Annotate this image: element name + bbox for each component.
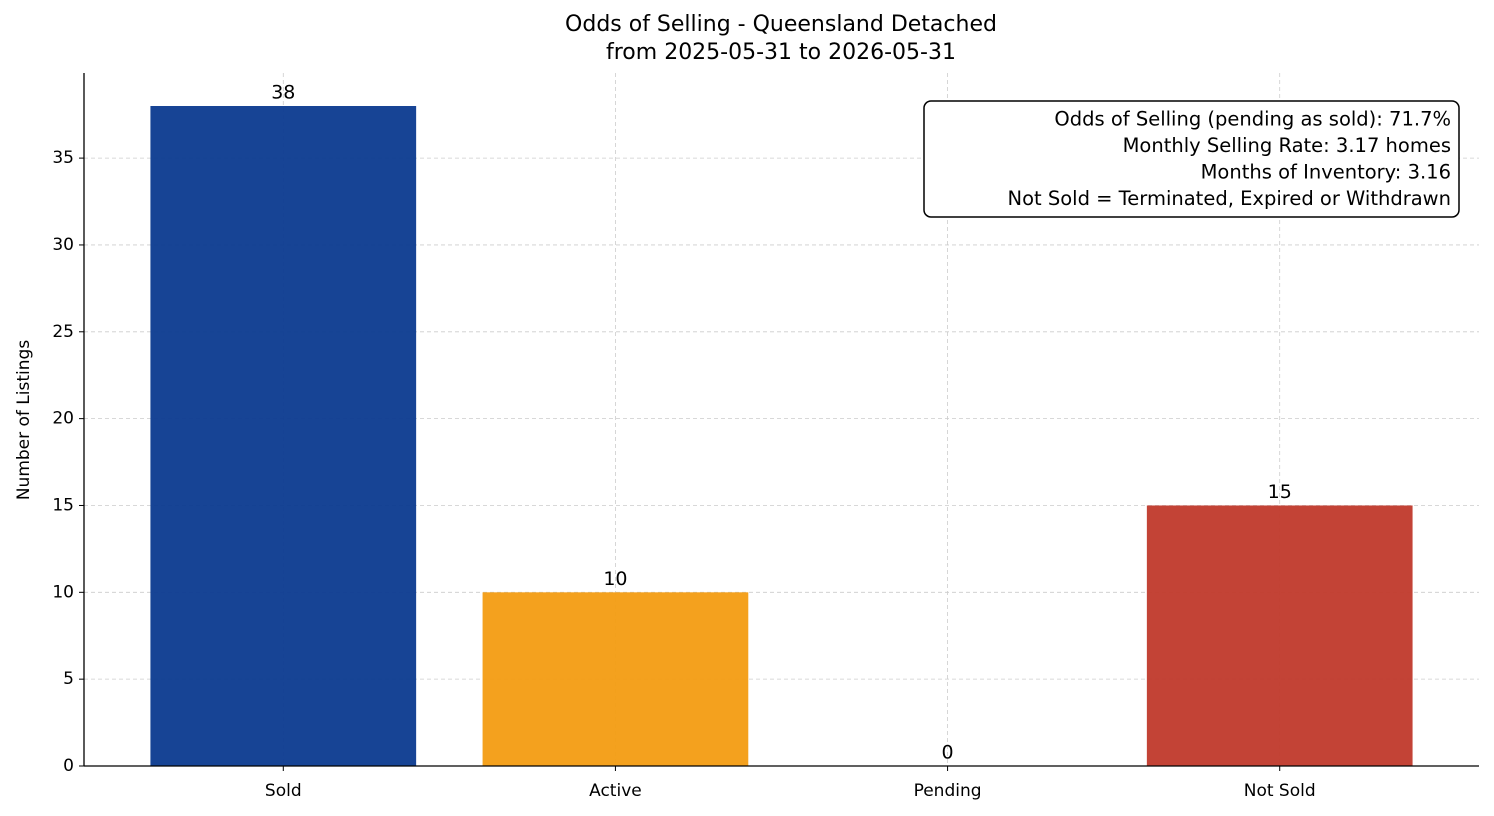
y-tick-label: 5 xyxy=(63,669,74,689)
y-tick-label: 30 xyxy=(52,235,74,255)
data-label: 0 xyxy=(942,742,954,764)
y-tick-label: 0 xyxy=(63,756,74,776)
x-tick-label: Not Sold xyxy=(1244,781,1316,801)
x-tick-label: Sold xyxy=(265,781,302,801)
data-label: 38 xyxy=(271,82,295,104)
bar xyxy=(1146,505,1413,766)
data-label: 10 xyxy=(603,568,627,590)
y-tick-label: 20 xyxy=(52,409,74,429)
annotation-box xyxy=(923,100,1460,218)
annotation-line: Odds of Selling (pending as sold): 71.7% xyxy=(1054,108,1451,131)
annotation-line: Not Sold = Terminated, Expired or Withdr… xyxy=(1007,187,1451,210)
x-tick-label: Pending xyxy=(914,781,982,801)
annotation-line: Monthly Selling Rate: 3.17 homes xyxy=(1123,134,1451,157)
bar xyxy=(150,106,417,766)
data-label: 15 xyxy=(1268,481,1292,503)
y-tick-label: 35 xyxy=(52,148,74,168)
y-tick-label: 25 xyxy=(52,322,74,342)
bar xyxy=(482,592,749,766)
annotation-line: Months of Inventory: 3.16 xyxy=(1201,161,1451,184)
y-tick-label: 15 xyxy=(52,495,74,515)
y-tick-label: 10 xyxy=(52,582,74,602)
y-axis-label: Number of Listings xyxy=(14,340,34,500)
x-tick-label: Active xyxy=(589,781,642,801)
chart-subtitle: from 2025-05-31 to 2026-05-31 xyxy=(606,40,956,65)
chart-title: Odds of Selling - Queensland Detached xyxy=(565,12,997,37)
